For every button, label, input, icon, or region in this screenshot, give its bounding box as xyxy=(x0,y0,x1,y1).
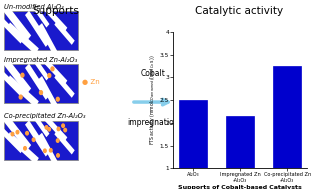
Circle shape xyxy=(57,127,60,131)
Polygon shape xyxy=(25,11,50,47)
Bar xyxy=(226,116,254,189)
Circle shape xyxy=(48,74,51,77)
Circle shape xyxy=(26,132,28,135)
Bar xyxy=(4,11,78,50)
Bar xyxy=(179,100,207,189)
Circle shape xyxy=(57,154,59,157)
Polygon shape xyxy=(0,71,24,97)
Circle shape xyxy=(11,132,14,136)
Circle shape xyxy=(56,97,59,101)
Polygon shape xyxy=(33,57,50,81)
Polygon shape xyxy=(7,132,39,164)
Polygon shape xyxy=(33,114,50,137)
Polygon shape xyxy=(7,22,39,55)
Circle shape xyxy=(44,149,46,153)
Bar xyxy=(4,64,78,103)
Text: Catalytic activity: Catalytic activity xyxy=(195,6,283,16)
Text: impregnation: impregnation xyxy=(127,118,179,127)
Polygon shape xyxy=(38,133,59,167)
Polygon shape xyxy=(0,54,31,94)
Polygon shape xyxy=(0,1,31,41)
X-axis label: Supports of Cobalt-based Catalysts: Supports of Cobalt-based Catalysts xyxy=(178,185,302,189)
Circle shape xyxy=(56,139,59,142)
Polygon shape xyxy=(33,4,50,28)
Polygon shape xyxy=(7,75,39,108)
Bar xyxy=(4,121,78,160)
Circle shape xyxy=(21,73,24,77)
Polygon shape xyxy=(38,76,59,111)
Polygon shape xyxy=(25,64,50,100)
Polygon shape xyxy=(54,20,75,45)
Polygon shape xyxy=(0,127,24,153)
Circle shape xyxy=(45,126,48,129)
Polygon shape xyxy=(54,130,75,154)
Text: Un-modified Al₂O₃: Un-modified Al₂O₃ xyxy=(4,4,64,10)
Circle shape xyxy=(24,147,26,150)
Circle shape xyxy=(40,91,42,94)
Text: Co-precipitated Zn-Al₂O₃: Co-precipitated Zn-Al₂O₃ xyxy=(4,113,86,119)
Circle shape xyxy=(50,149,52,152)
Polygon shape xyxy=(44,59,67,85)
Polygon shape xyxy=(44,6,67,32)
Polygon shape xyxy=(44,115,67,142)
Polygon shape xyxy=(0,110,31,151)
Circle shape xyxy=(19,95,22,99)
Text: Cobalt: Cobalt xyxy=(140,69,165,78)
Circle shape xyxy=(51,67,54,71)
Polygon shape xyxy=(0,18,24,44)
Bar xyxy=(273,66,301,189)
Circle shape xyxy=(32,138,35,141)
Text: Supports: Supports xyxy=(32,6,79,16)
Polygon shape xyxy=(54,73,75,98)
Y-axis label: FTS activity (mmol$_{CO consumed}$/(mol$_{Co}$ s)): FTS activity (mmol$_{CO consumed}$/(mol$… xyxy=(148,55,157,146)
Circle shape xyxy=(48,128,51,131)
Circle shape xyxy=(62,124,64,127)
Circle shape xyxy=(64,128,66,132)
Polygon shape xyxy=(38,23,59,58)
Circle shape xyxy=(16,130,19,134)
Text: ● Zn: ● Zn xyxy=(82,79,100,85)
Text: Impregnated Zn-Al₂O₃: Impregnated Zn-Al₂O₃ xyxy=(4,57,78,63)
Polygon shape xyxy=(25,120,50,156)
